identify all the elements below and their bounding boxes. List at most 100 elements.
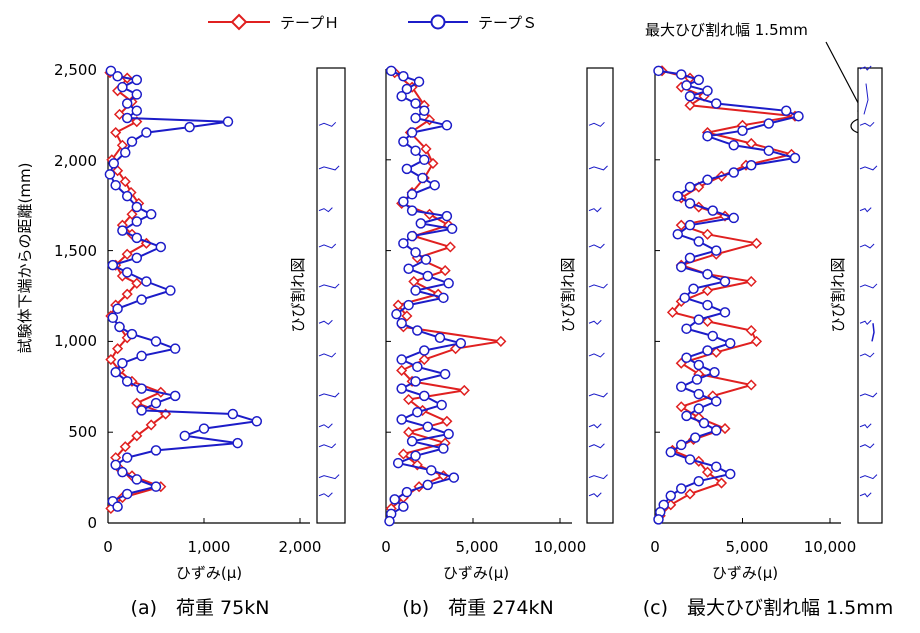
data-point-s — [150, 481, 162, 492]
data-point-s — [131, 201, 143, 213]
crack-line — [318, 207, 333, 213]
data-point-s — [117, 225, 128, 236]
panel-c-cracks — [859, 65, 878, 498]
crack-line — [859, 392, 878, 398]
data-point-s — [410, 145, 421, 156]
data-point-h — [750, 237, 763, 249]
panel-c-x-axis-label: ひずみ(μ) — [712, 564, 778, 582]
data-point-s — [410, 98, 421, 109]
data-point-h — [397, 448, 409, 460]
legend-marker-h — [230, 13, 248, 31]
data-point-s — [251, 416, 263, 427]
y-tick-label: 0 — [87, 514, 97, 532]
panel-a-x-tick-label: 1,000 — [188, 538, 231, 556]
panel-c: 0 5,000 10,000 ひずみ(μ) ひび割れ図 (c) 最大ひび割れ幅 … — [643, 65, 893, 619]
crack-line — [859, 207, 872, 213]
data-point-h — [427, 157, 439, 169]
crack-line — [588, 423, 602, 429]
crack-line — [588, 165, 608, 171]
crack-line — [859, 443, 875, 449]
data-point-h — [441, 415, 453, 427]
data-point-s — [403, 263, 414, 275]
data-point-s — [455, 337, 467, 349]
data-point-s — [150, 445, 162, 456]
data-point-s — [681, 323, 692, 334]
crack-line — [588, 121, 605, 127]
data-point-h — [675, 219, 687, 231]
data-point-s — [448, 472, 460, 483]
data-point-h — [396, 364, 408, 377]
y-tick-labels: 0 500 1,000 1,500 2,000 2,500 — [54, 61, 97, 532]
y-tick-label: 2,000 — [54, 152, 97, 170]
data-point-s — [410, 112, 421, 124]
data-point-s — [688, 283, 699, 294]
data-point-s — [676, 381, 687, 393]
panel-a-plot — [104, 65, 263, 515]
data-point-s — [406, 205, 418, 216]
data-point-s — [719, 276, 731, 287]
data-point-s — [112, 71, 123, 82]
data-point-s — [711, 396, 722, 407]
data-point-s — [110, 367, 121, 378]
data-point-s — [665, 490, 676, 502]
data-point-h — [684, 99, 696, 111]
data-point-s — [711, 245, 722, 256]
y-tick-label: 500 — [68, 423, 97, 441]
data-point-s — [412, 361, 423, 373]
y-tick-label: 2,500 — [54, 61, 97, 79]
data-point-s — [121, 267, 133, 278]
data-point-s — [441, 210, 453, 222]
data-point-s — [121, 112, 133, 124]
panel-b: 0 5,000 10,000 ひずみ(μ) ひび割れ図 (b) 荷重 274kN — [381, 65, 614, 619]
data-point-h — [701, 284, 714, 297]
crack-line — [588, 207, 602, 213]
data-point-s — [719, 307, 731, 318]
data-point-h — [458, 384, 470, 396]
data-point-s — [702, 345, 713, 356]
data-point-s — [131, 216, 143, 227]
data-point-h — [401, 310, 413, 322]
data-point-h — [439, 265, 451, 277]
data-point-s — [121, 452, 133, 463]
data-point-s — [406, 127, 418, 138]
panel-b-x-tick-label: 10,000 — [534, 538, 587, 556]
data-point-s — [406, 189, 418, 200]
data-point-s — [446, 223, 458, 235]
data-point-s — [179, 430, 191, 442]
data-point-s — [725, 468, 736, 480]
panel-a-x-axis-label: ひずみ(μ) — [176, 564, 242, 582]
data-point-h — [495, 335, 507, 347]
data-point-s — [413, 76, 425, 87]
panel-b-x-axis-label: ひずみ(μ) — [443, 564, 509, 582]
panel-a-cracks — [318, 121, 340, 498]
data-point-s — [184, 121, 195, 133]
panel-c-plot — [653, 65, 804, 525]
crack-line — [859, 121, 875, 127]
data-point-s — [419, 390, 430, 402]
data-point-s — [763, 118, 774, 129]
data-point-h — [684, 488, 696, 500]
crack-line — [863, 83, 869, 115]
data-point-s — [121, 488, 133, 500]
data-point-h — [121, 248, 133, 260]
y-tick-label: 1,000 — [54, 332, 97, 350]
data-point-s — [110, 459, 121, 471]
data-point-s — [653, 514, 664, 525]
data-point-s — [702, 268, 713, 280]
crack-line — [318, 474, 340, 480]
panel-c-x-tick-label: 0 — [650, 538, 660, 556]
data-point-s — [419, 105, 430, 117]
data-point-s — [707, 205, 718, 216]
data-point-h — [119, 441, 131, 453]
data-point-s — [136, 350, 147, 362]
data-point-s — [401, 83, 413, 95]
panel-c-crack-label: ひび割れ図 — [829, 257, 847, 332]
crack-line — [859, 283, 878, 289]
data-point-s — [419, 154, 430, 166]
panel-b-x-tick-label: 5,000 — [456, 538, 499, 556]
data-point-s — [702, 130, 713, 142]
data-point-h — [403, 393, 415, 406]
data-point-s — [681, 410, 692, 422]
data-point-s — [126, 136, 138, 147]
data-point-h — [418, 353, 430, 366]
